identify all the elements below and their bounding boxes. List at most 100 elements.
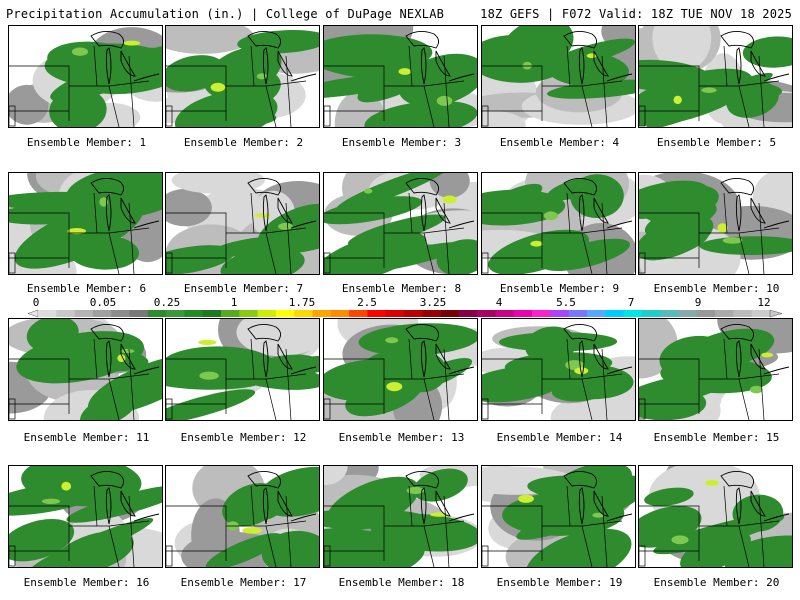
state-borders (9, 192, 150, 274)
precip-area-green (332, 241, 469, 274)
colorbar-swatch (221, 310, 240, 317)
inset-box (324, 105, 331, 127)
precip-max-spot (530, 240, 543, 247)
precip-area-green (326, 476, 420, 532)
precip-area-green (488, 229, 589, 274)
great-lakes-outline (720, 324, 790, 378)
ensemble-member-map (8, 172, 163, 275)
precip-max-spot (750, 385, 763, 394)
ensemble-member-map (323, 172, 478, 275)
precip-area-green (47, 41, 132, 76)
ensemble-member-map (481, 172, 636, 275)
precip-area-light (166, 26, 254, 54)
precip-max-spot (671, 535, 689, 545)
great-lakes-outline (563, 324, 633, 378)
precip-area-green (166, 245, 235, 274)
ensemble-member-label: Ensemble Member: 1 (26, 136, 147, 149)
inset-box (324, 398, 331, 420)
ensemble-member-label: Ensemble Member: 8 (341, 282, 462, 295)
precip-area-green (545, 51, 630, 87)
precip-max-spot (278, 222, 293, 231)
colorbar-swatch (330, 310, 350, 317)
precip-area-green (726, 81, 779, 118)
precip-area-green (482, 34, 570, 83)
colorbar-swatch (147, 310, 167, 317)
colorbar-swatch (641, 310, 661, 317)
colorbar-swatch (751, 310, 771, 317)
precip-area-green (358, 323, 477, 356)
great-lakes-outline (405, 31, 475, 85)
great-lakes-outline (405, 324, 475, 378)
great-lakes-outline (563, 471, 633, 525)
precip-max-spot (71, 47, 89, 56)
colorbar-tick-label: 9 (694, 296, 702, 309)
great-lakes-outline (563, 178, 633, 232)
colorbar-swatch (605, 310, 624, 317)
colorbar-tick-label: 2.5 (357, 296, 377, 309)
ensemble-member-map (323, 318, 478, 421)
great-lakes-outline (247, 471, 317, 525)
precip-area-green (660, 356, 772, 394)
precip-area-green (166, 389, 256, 420)
precip-max-spot (210, 82, 226, 92)
precip-max-spot (722, 237, 743, 244)
precip-max-spot (701, 87, 717, 93)
precip-area-green (502, 492, 625, 536)
precip-area-green (50, 56, 162, 102)
inset-box (9, 545, 16, 567)
precip-area-green (234, 484, 286, 521)
map-title: Precipitation Accumulation (in.) | Colle… (6, 7, 445, 21)
colorbar-tick-label: 0 (32, 296, 40, 309)
precip-max-spot (518, 494, 534, 503)
colorbar-swatch (660, 310, 679, 317)
great-lakes-outline (405, 178, 475, 232)
precip-area-light (166, 188, 212, 227)
precip-max-spot (386, 382, 403, 392)
ensemble-member-label: Ensemble Member: 4 (499, 136, 620, 149)
precip-max-spot (522, 61, 532, 70)
precip-area-green (166, 346, 275, 383)
ensemble-member-map (638, 172, 793, 275)
colorbar-swatch (587, 310, 606, 317)
precip-max-spot (442, 195, 457, 204)
colorbar-swatch (239, 310, 258, 317)
colorbar-swatch (111, 310, 130, 317)
ensemble-member-map (8, 25, 163, 128)
state-borders (639, 45, 780, 127)
ensemble-member-map (481, 465, 636, 568)
colorbar-tick-label: 0.05 (89, 296, 117, 309)
precip-area-green (9, 481, 109, 516)
ensemble-member-label: Ensemble Member: 3 (341, 136, 462, 149)
great-lakes-outline (90, 31, 160, 85)
ensemble-member-map (323, 465, 478, 568)
inset-box (639, 105, 646, 127)
precip-area-light (429, 173, 470, 198)
inset-box (166, 545, 173, 567)
colorbar-swatch (733, 310, 752, 317)
inset-box (324, 252, 331, 274)
inset-box (166, 105, 173, 127)
colorbar-swatch (568, 310, 588, 317)
precip-max-spot (120, 348, 135, 354)
precip-area-green (261, 530, 319, 567)
precip-max-spot (385, 337, 399, 344)
colorbar-swatch (696, 310, 716, 317)
ensemble-member-map (165, 318, 320, 421)
precip-area-green (228, 70, 281, 108)
inset-box (639, 252, 646, 274)
precip-area-green (205, 533, 282, 567)
inset-box (9, 398, 16, 420)
great-lakes-outline (247, 324, 317, 378)
precip-max-spot (406, 486, 425, 495)
precip-max-spot (543, 211, 558, 221)
colorbar-swatch (532, 310, 551, 317)
great-lakes-outline (563, 31, 633, 85)
state-borders (639, 192, 780, 274)
state-borders (482, 45, 623, 127)
precip-area-green (26, 319, 79, 353)
colorbar-swatch (349, 310, 368, 317)
colorbar-swatch (166, 310, 185, 317)
colorbar-swatch (458, 310, 478, 317)
great-lakes-outline (405, 471, 475, 525)
great-lakes-outline (720, 178, 790, 232)
